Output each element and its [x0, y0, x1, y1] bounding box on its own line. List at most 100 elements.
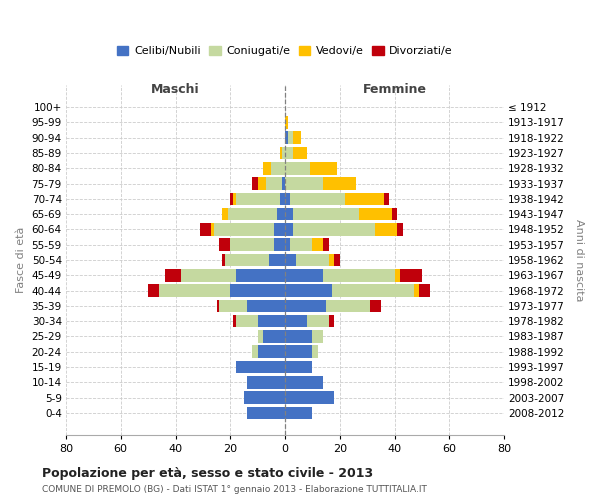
Bar: [395, 269, 400, 281]
Bar: [257, 346, 285, 358]
Bar: [233, 315, 236, 328]
Bar: [285, 208, 293, 220]
Bar: [285, 223, 293, 235]
Bar: [282, 178, 285, 190]
Bar: [285, 315, 307, 328]
Bar: [293, 132, 301, 144]
Bar: [282, 147, 285, 160]
Bar: [285, 346, 313, 358]
Bar: [222, 208, 227, 220]
Bar: [233, 192, 236, 205]
Bar: [269, 254, 285, 266]
Bar: [230, 238, 274, 251]
Bar: [329, 254, 334, 266]
Bar: [274, 223, 285, 235]
Bar: [164, 269, 181, 281]
Legend: Celibi/Nubili, Coniugati/e, Vedovi/e, Divorziati/e: Celibi/Nubili, Coniugati/e, Vedovi/e, Di…: [113, 42, 457, 61]
Bar: [334, 254, 340, 266]
Bar: [225, 254, 269, 266]
Bar: [181, 269, 236, 281]
Bar: [383, 192, 389, 205]
Bar: [148, 284, 159, 297]
Bar: [285, 392, 334, 404]
Bar: [397, 223, 403, 235]
Bar: [257, 315, 285, 328]
Bar: [280, 147, 282, 160]
Bar: [252, 178, 257, 190]
Bar: [277, 208, 285, 220]
Bar: [285, 269, 323, 281]
Bar: [345, 192, 383, 205]
Bar: [227, 208, 277, 220]
Bar: [310, 162, 337, 174]
Bar: [252, 346, 257, 358]
Bar: [293, 223, 376, 235]
Bar: [285, 360, 313, 373]
Bar: [313, 238, 323, 251]
Bar: [236, 269, 285, 281]
Bar: [280, 192, 285, 205]
Bar: [247, 406, 285, 419]
Bar: [236, 360, 285, 373]
Bar: [220, 238, 230, 251]
Bar: [285, 330, 313, 342]
Bar: [285, 284, 332, 297]
Bar: [307, 315, 329, 328]
Bar: [288, 132, 293, 144]
Bar: [263, 330, 285, 342]
Bar: [376, 223, 397, 235]
Bar: [274, 238, 285, 251]
Bar: [236, 192, 280, 205]
Y-axis label: Anni di nascita: Anni di nascita: [574, 219, 584, 301]
Bar: [247, 376, 285, 388]
Bar: [217, 300, 220, 312]
Bar: [285, 406, 313, 419]
Bar: [257, 178, 266, 190]
Bar: [263, 162, 271, 174]
Bar: [159, 284, 230, 297]
Bar: [296, 254, 329, 266]
Bar: [290, 238, 313, 251]
Bar: [285, 132, 288, 144]
Bar: [313, 346, 318, 358]
Bar: [266, 178, 282, 190]
Bar: [293, 208, 359, 220]
Text: COMUNE DI PREMOLO (BG) - Dati ISTAT 1° gennaio 2013 - Elaborazione TUTTITALIA.IT: COMUNE DI PREMOLO (BG) - Dati ISTAT 1° g…: [42, 485, 427, 494]
Bar: [211, 223, 214, 235]
Bar: [222, 254, 225, 266]
Bar: [359, 208, 392, 220]
Text: Maschi: Maschi: [151, 84, 200, 96]
Bar: [285, 300, 326, 312]
Bar: [290, 192, 345, 205]
Bar: [323, 178, 356, 190]
Bar: [285, 238, 290, 251]
Bar: [285, 254, 296, 266]
Bar: [220, 300, 247, 312]
Bar: [293, 147, 307, 160]
Bar: [323, 238, 329, 251]
Bar: [285, 178, 323, 190]
Bar: [370, 300, 381, 312]
Bar: [247, 300, 285, 312]
Bar: [244, 392, 285, 404]
Bar: [257, 330, 263, 342]
Bar: [285, 192, 290, 205]
Bar: [285, 162, 310, 174]
Text: Femmine: Femmine: [362, 84, 427, 96]
Bar: [285, 116, 288, 128]
Bar: [400, 269, 422, 281]
Y-axis label: Fasce di età: Fasce di età: [16, 227, 26, 293]
Bar: [329, 315, 334, 328]
Bar: [419, 284, 430, 297]
Bar: [200, 223, 211, 235]
Bar: [332, 284, 413, 297]
Bar: [230, 192, 233, 205]
Bar: [214, 223, 274, 235]
Text: Popolazione per età, sesso e stato civile - 2013: Popolazione per età, sesso e stato civil…: [42, 468, 373, 480]
Bar: [285, 376, 323, 388]
Bar: [392, 208, 397, 220]
Bar: [323, 269, 395, 281]
Bar: [326, 300, 370, 312]
Bar: [230, 284, 285, 297]
Bar: [285, 147, 293, 160]
